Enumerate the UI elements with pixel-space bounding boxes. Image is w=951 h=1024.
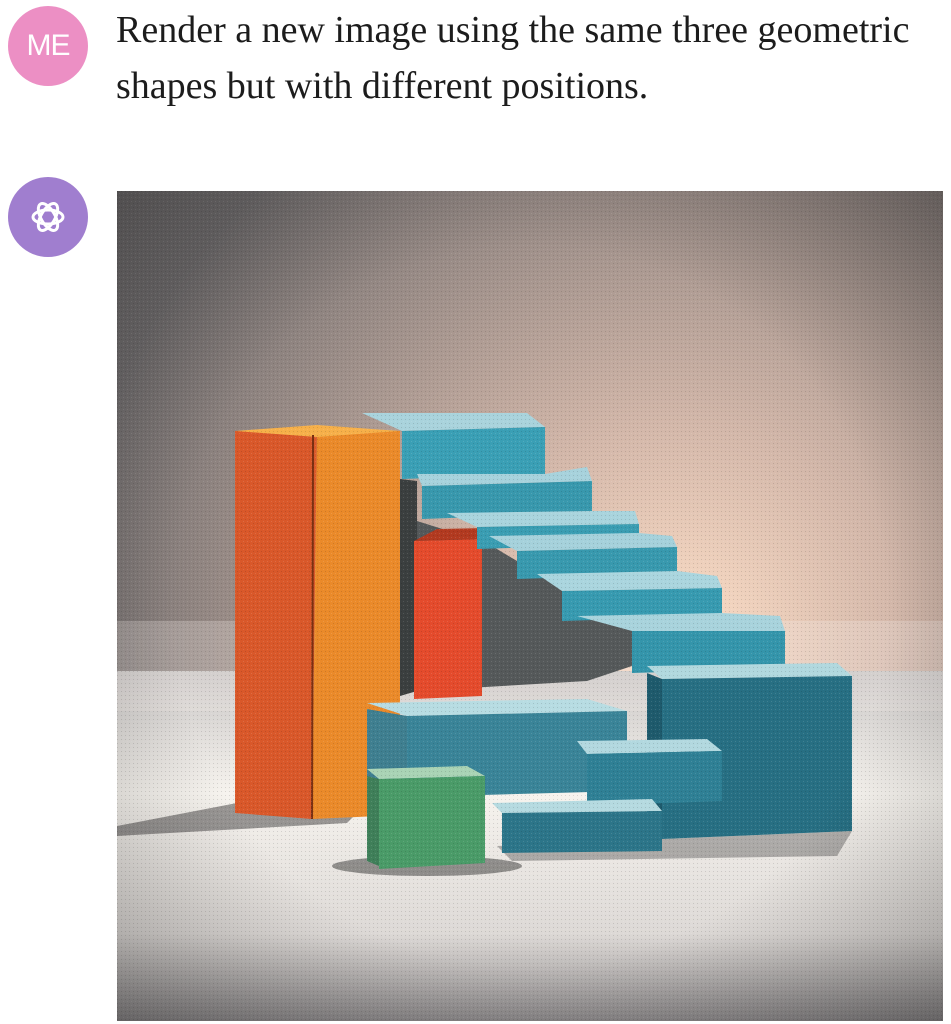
user-avatar-initials: ME xyxy=(27,29,70,63)
user-message: Render a new image using the same three … xyxy=(116,2,946,114)
openai-logo-icon xyxy=(24,193,72,241)
assistant-avatar xyxy=(8,177,88,257)
user-avatar: ME xyxy=(8,6,88,86)
generated-image[interactable] xyxy=(117,191,943,1021)
